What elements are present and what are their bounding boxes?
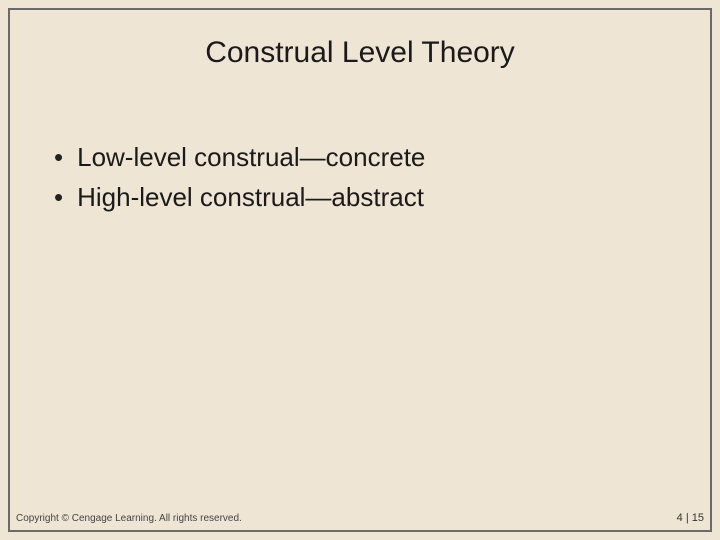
slide-container: Construal Level Theory • Low-level const… [0, 0, 720, 540]
slide-title: Construal Level Theory [10, 10, 710, 70]
copyright-text: Copyright © Cengage Learning. All rights… [16, 513, 242, 524]
bullet-text: Low-level construal—concrete [77, 140, 425, 174]
slide-border: Construal Level Theory • Low-level const… [8, 8, 712, 532]
list-item: • Low-level construal—concrete [50, 140, 670, 174]
bullet-icon: • [54, 140, 63, 174]
page-number: 4 | 15 [677, 512, 704, 524]
bullet-text: High-level construal—abstract [77, 180, 424, 214]
bullet-icon: • [54, 180, 63, 214]
slide-body: • Low-level construal—concrete • High-le… [10, 70, 710, 214]
list-item: • High-level construal—abstract [50, 180, 670, 214]
